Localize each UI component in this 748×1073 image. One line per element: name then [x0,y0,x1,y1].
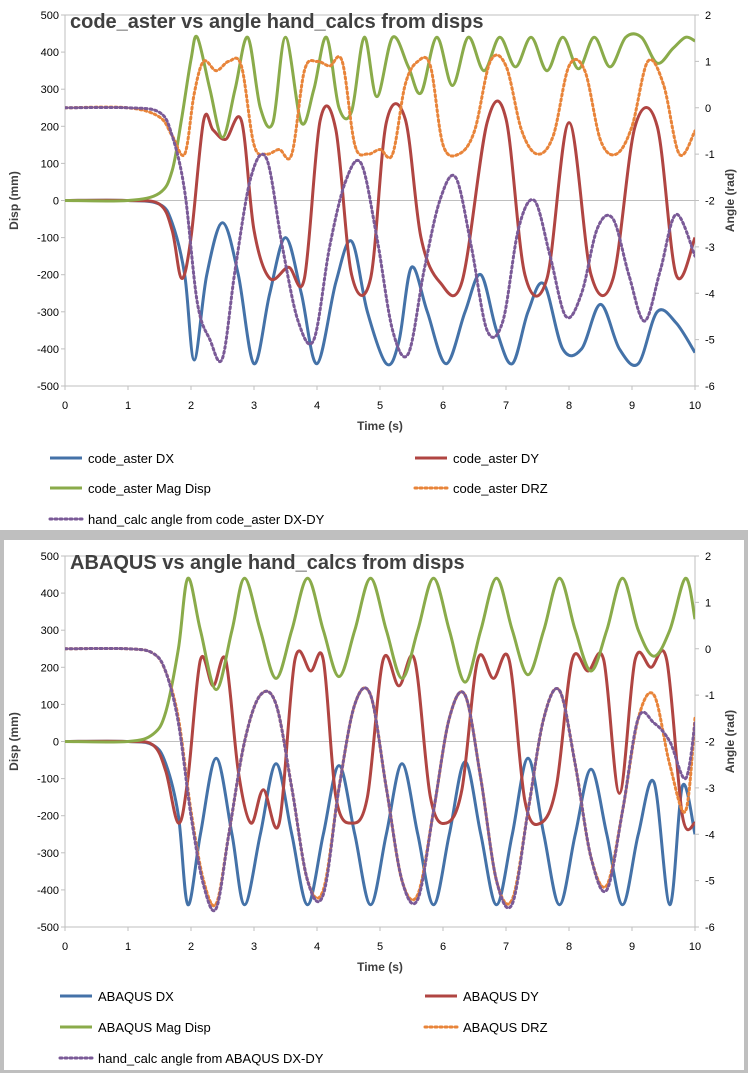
y2-tick-label: -2 [705,196,715,208]
x-axis-title: Time (s) [357,419,403,433]
x-tick-label: 4 [314,941,320,953]
x-tick-label: 7 [503,400,509,412]
x-tick-label: 3 [251,941,257,953]
x-tick-label: 9 [629,400,635,412]
legend-entry: code_aster DRZ [453,481,548,496]
y-tick-label: 100 [41,158,59,170]
x-tick-label: 5 [377,941,383,953]
legend-entry: code_aster DX [88,451,174,466]
series-line-1 [65,99,695,298]
y2-tick-label: 1 [705,56,711,68]
x-tick-label: 0 [62,941,68,953]
y-tick-label: 400 [41,47,59,59]
legend-entry: hand_calc angle from ABAQUS DX-DY [98,1051,324,1066]
series-line-0 [65,198,695,367]
y-tick-label: 100 [41,699,59,711]
y-tick-label: 400 [41,588,59,600]
y-tick-label: -300 [37,848,59,860]
x-tick-label: 1 [125,941,131,953]
y2-tick-label: 0 [705,644,711,656]
y-tick-label: -100 [37,233,59,245]
x-axis-title: Time (s) [357,960,403,974]
y2-tick-label: 2 [705,551,711,563]
series-line-0 [65,739,695,907]
y2-tick-label: -3 [705,783,715,795]
y2-tick-label: -4 [705,829,715,841]
x-tick-label: 9 [629,941,635,953]
x-tick-label: 10 [689,941,701,953]
y-tick-label: -500 [37,381,59,393]
y2-tick-label: -1 [705,149,715,161]
y2-tick-label: -6 [705,381,715,393]
y-tick-label: 500 [41,551,59,563]
x-tick-label: 2 [188,941,194,953]
x-tick-label: 5 [377,400,383,412]
y-tick-label: -200 [37,811,59,823]
y-tick-label: 500 [41,10,59,22]
series-line-2 [65,576,695,744]
y2-axis-title: Angle (rad) [723,710,737,773]
chart-title: code_aster vs angle hand_calcs from disp… [70,11,484,33]
y-tick-label: -100 [37,774,59,786]
y-tick-label: 0 [53,737,59,749]
y2-tick-label: -2 [705,737,715,749]
legend-entry: code_aster Mag Disp [88,481,211,496]
chart-title: ABAQUS vs angle hand_calcs from disps [70,552,465,574]
y-tick-label: 0 [53,196,59,208]
y2-tick-label: 2 [705,10,711,22]
series-line-4 [65,646,695,913]
legend-entry: ABAQUS DY [463,989,539,1004]
legend-entry: ABAQUS Mag Disp [98,1020,211,1035]
y2-tick-label: -5 [705,335,715,347]
y2-tick-label: -5 [705,876,715,888]
x-tick-label: 4 [314,400,320,412]
chart-panel-bottom [4,540,744,1070]
y-axis-title: Disp (mm) [7,712,21,771]
legend-entry: ABAQUS DX [98,989,174,1004]
series-line-4 [65,105,695,363]
y-tick-label: -400 [37,885,59,897]
series-line-3 [65,53,695,161]
x-tick-label: 1 [125,400,131,412]
x-tick-label: 7 [503,941,509,953]
y-tick-label: -200 [37,270,59,282]
legend-entry: code_aster DY [453,451,539,466]
y2-tick-label: -3 [705,242,715,254]
x-tick-label: 2 [188,400,194,412]
legend-entry: ABAQUS DRZ [463,1020,548,1035]
x-tick-label: 6 [440,400,446,412]
y2-tick-label: 0 [705,103,711,115]
x-tick-label: 10 [689,400,701,412]
y-tick-label: 300 [41,84,59,96]
x-tick-label: 8 [566,941,572,953]
y-tick-label: 200 [41,662,59,674]
y-tick-label: -400 [37,344,59,356]
y2-axis-title: Angle (rad) [723,169,737,232]
series-line-2 [65,32,695,203]
y-tick-label: -300 [37,307,59,319]
x-tick-label: 0 [62,400,68,412]
x-tick-label: 6 [440,941,446,953]
x-tick-label: 3 [251,400,257,412]
y2-tick-label: -4 [705,288,715,300]
legend-entry: hand_calc angle from code_aster DX-DY [88,512,325,527]
y-tick-label: -500 [37,922,59,934]
y2-tick-label: -1 [705,690,715,702]
y2-tick-label: -6 [705,922,715,934]
y-axis-title: Disp (mm) [7,171,21,230]
y-tick-label: 200 [41,121,59,133]
y-tick-label: 300 [41,625,59,637]
y2-tick-label: 1 [705,597,711,609]
x-tick-label: 8 [566,400,572,412]
